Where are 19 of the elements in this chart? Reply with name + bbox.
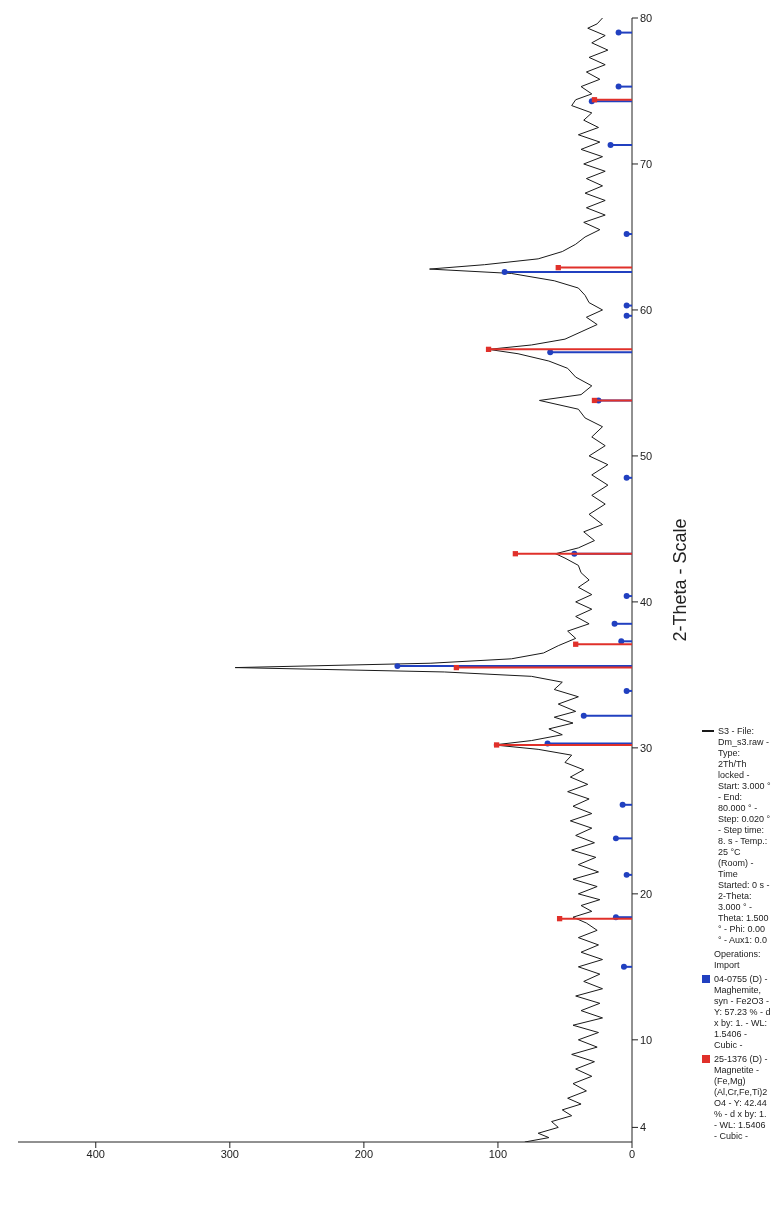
y-tick-label: 40: [640, 595, 653, 608]
y-tick-label: 20: [640, 887, 653, 900]
text: S3 - File: Dm_s3.raw - Type: 2Th/Th locked - Start: 3.000 ° - End: 80.000 ° - Step: 0.020 ° - Step time: 8. s - Temp.: 25 °C (Room) - Time Started: 0 s - 2-Theta: 3.000 ° - Theta: 1.500 ° - Phi: 0.00 ° - Aux1: 0.0: [718, 726, 771, 945]
legend-label: 25-1376 (D) - Magnetite - (Fe,Mg)(Al,Cr,Fe,Ti)2O4 - Y: 42.44 % - d x by: 1. - WL: 1.5406 - Cubic -: [714, 1054, 769, 1142]
y-tick-label: 50: [640, 449, 653, 462]
x-tick-label: 100: [488, 1147, 508, 1160]
x-tick-label: 400: [86, 1147, 105, 1160]
y-tick-label: 30: [640, 741, 653, 754]
y-tick-label: 80: [640, 11, 653, 24]
text: Operations: Import: [713, 949, 762, 971]
x-tick-label: 300: [220, 1147, 239, 1160]
y-tick-label: 60: [640, 303, 653, 316]
y-tick-label: 70: [640, 157, 653, 170]
y-tick-label: 10: [640, 1033, 653, 1046]
y-tick-label: 4: [640, 1121, 647, 1134]
legend-label: 04-0755 (D) - Maghemite, syn - Fe2O3 - Y: 57.23 % - d x by: 1. - WL: 1.5406 - Cubic -: [714, 974, 771, 1051]
y-axis-title: 2-Theta - Scale: [670, 517, 691, 644]
x-tick-label: 200: [354, 1147, 374, 1160]
x-tick-label: 0: [628, 1147, 636, 1160]
